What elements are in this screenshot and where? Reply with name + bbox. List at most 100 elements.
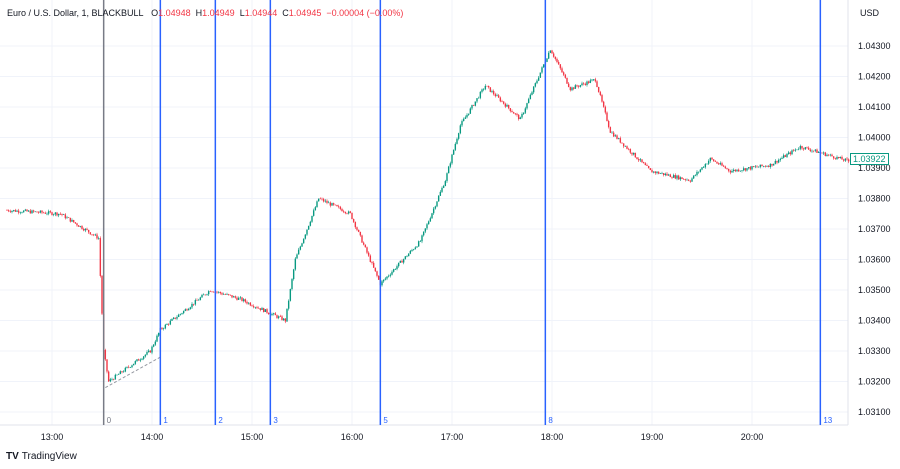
candle-body xyxy=(457,133,460,139)
candle-body xyxy=(719,163,722,165)
candle-body xyxy=(787,152,790,155)
candle-body xyxy=(777,159,780,163)
candle-body xyxy=(846,158,848,160)
candle-body xyxy=(387,275,390,277)
candle-body xyxy=(119,371,122,375)
candle-body xyxy=(844,158,847,161)
candle-body xyxy=(699,169,702,172)
candle-body xyxy=(376,271,378,276)
candle-body xyxy=(806,147,808,148)
candle-body xyxy=(807,147,810,150)
candle-body xyxy=(426,224,428,229)
candle-body xyxy=(234,296,237,298)
candle-body xyxy=(172,317,175,320)
candle-body xyxy=(637,159,640,161)
candle-body xyxy=(737,169,740,172)
candle-body xyxy=(341,209,343,212)
candle-body xyxy=(311,215,313,222)
candle-body xyxy=(256,307,258,309)
candle-body xyxy=(532,86,535,93)
candle-body xyxy=(756,166,758,168)
candle-body xyxy=(647,166,650,169)
candle-body xyxy=(741,170,743,171)
candle-body xyxy=(296,254,298,259)
candle-body xyxy=(746,168,748,171)
high-label: H xyxy=(195,8,203,18)
candle-body xyxy=(227,294,230,295)
candle-body xyxy=(84,228,87,231)
candle-body xyxy=(754,166,757,168)
candle-body xyxy=(717,163,720,165)
candle-body xyxy=(131,365,133,368)
candle-body xyxy=(636,157,638,160)
candle-body xyxy=(77,225,80,227)
candle-body xyxy=(302,238,305,244)
candle-body xyxy=(822,152,825,154)
symbol-name[interactable]: Euro / U.S. Dollar, 1, BLACKBULL xyxy=(7,8,144,18)
candle-body xyxy=(397,262,400,267)
candle-body xyxy=(316,201,318,208)
candle-body xyxy=(522,112,525,115)
candle-body xyxy=(136,359,138,362)
candle-body xyxy=(837,156,840,159)
candle-body xyxy=(391,271,393,275)
candle-body xyxy=(11,210,13,212)
candle-body xyxy=(42,212,45,214)
candle-body xyxy=(92,234,95,236)
x-tick-label: 15:00 xyxy=(241,432,264,442)
candle-body xyxy=(659,173,662,174)
candle-body xyxy=(492,91,495,95)
candle-body xyxy=(511,111,513,113)
high-value: 1.04949 xyxy=(202,8,235,18)
candle-body xyxy=(479,91,482,98)
candle-body xyxy=(326,200,328,203)
candle-body xyxy=(789,152,792,155)
tradingview-logo[interactable]: TV TradingView xyxy=(6,451,77,462)
candle-body xyxy=(147,350,150,353)
candle-body xyxy=(67,217,70,219)
candle-body xyxy=(46,213,48,215)
candle-body xyxy=(284,318,287,322)
candle-body xyxy=(721,163,723,166)
x-tick-label: 20:00 xyxy=(741,432,764,442)
candle-body xyxy=(607,121,610,128)
candle-body xyxy=(794,149,797,151)
candle-body xyxy=(759,164,762,167)
candle-body xyxy=(584,83,587,85)
candle-body xyxy=(399,260,402,263)
candle-body xyxy=(279,316,282,317)
candle-body xyxy=(506,104,508,107)
candle-body xyxy=(781,157,783,159)
candle-body xyxy=(686,179,688,181)
candle-body xyxy=(362,242,365,245)
candle-body xyxy=(32,210,35,212)
candle-body xyxy=(727,168,730,171)
candle-body xyxy=(514,113,517,115)
candle-body xyxy=(749,167,752,170)
candle-body xyxy=(19,212,22,214)
candle-body xyxy=(41,210,43,213)
candle-body xyxy=(521,114,523,118)
candle-body xyxy=(289,289,292,301)
candle-body xyxy=(381,281,383,286)
candle-body xyxy=(701,167,703,170)
candle-body xyxy=(706,163,708,165)
candle-body xyxy=(691,178,693,182)
candle-body xyxy=(99,238,102,276)
candle-body xyxy=(151,346,153,353)
candle-body xyxy=(632,152,635,155)
candle-body xyxy=(617,138,620,139)
candle-body xyxy=(729,170,732,173)
candle-body xyxy=(282,318,285,321)
candle-body xyxy=(586,81,588,85)
candle-body xyxy=(212,291,215,293)
y-tick-label: 1.04100 xyxy=(858,102,891,112)
x-tick-label: 13:00 xyxy=(41,432,64,442)
candle-body xyxy=(626,146,628,149)
candle-body xyxy=(89,232,92,235)
candle-body xyxy=(472,105,475,106)
candle-body xyxy=(747,167,750,169)
fib-time-zone-label: 5 xyxy=(383,416,388,425)
